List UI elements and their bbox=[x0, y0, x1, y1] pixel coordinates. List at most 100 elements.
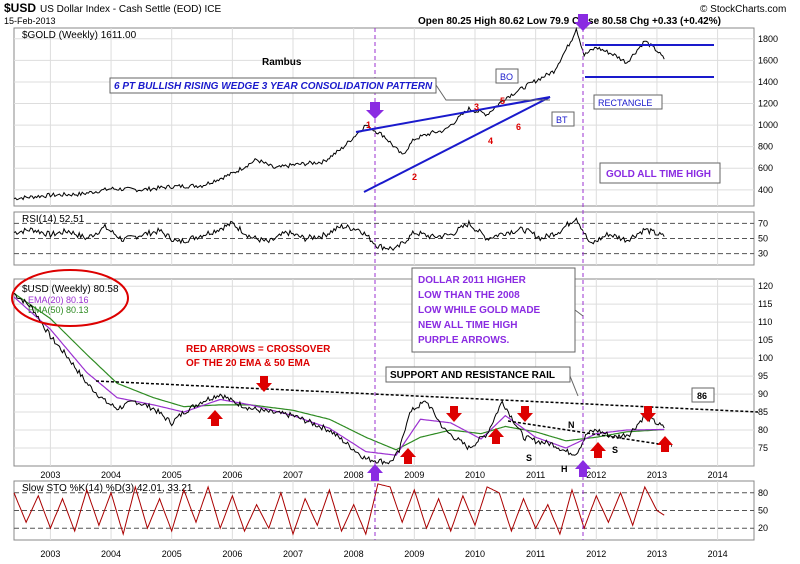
wedge-point-6: 6 bbox=[516, 122, 521, 132]
ytick-rsi-50: 50 bbox=[758, 234, 768, 244]
wedge-point-2: 2 bbox=[412, 172, 417, 182]
ytick-gold-1400: 1400 bbox=[758, 77, 778, 87]
ytick-stoch-80: 80 bbox=[758, 488, 768, 498]
head-label: H bbox=[561, 464, 568, 474]
red-down-arrow-2012b bbox=[640, 406, 656, 422]
ytick-gold-1000: 1000 bbox=[758, 120, 778, 130]
ytick-usd-85: 85 bbox=[758, 407, 768, 417]
gold-panel-frame bbox=[13, 27, 755, 207]
dollar-note-box bbox=[411, 267, 576, 353]
xtick-usd-2008: 2008 bbox=[344, 470, 364, 480]
xtick-usd-2009: 2009 bbox=[404, 470, 424, 480]
ema20-line bbox=[13, 296, 665, 456]
rectangle-box bbox=[593, 94, 663, 110]
xtick-usd-2004: 2004 bbox=[101, 470, 121, 480]
bo-box bbox=[495, 68, 519, 84]
xtick-stoch-2007: 2007 bbox=[283, 549, 303, 559]
red-down-arrow-2009 bbox=[446, 406, 462, 422]
gold-purple-arrow-2 bbox=[574, 14, 592, 31]
stoch-panel-title: Slow STO %K(14) %D(3) 42.01, 33.21 bbox=[22, 483, 193, 494]
usd-purple-arrow-2008 bbox=[367, 464, 383, 481]
xtick-stoch-2012: 2012 bbox=[586, 549, 606, 559]
left-shoulder-label: S bbox=[526, 453, 532, 463]
xtick-usd-2014: 2014 bbox=[708, 470, 728, 480]
xtick-stoch-2006: 2006 bbox=[222, 549, 242, 559]
xtick-stoch-2008: 2008 bbox=[344, 549, 364, 559]
rail-value-box bbox=[691, 387, 715, 403]
bt-box bbox=[551, 111, 575, 127]
xtick-stoch-2014: 2014 bbox=[708, 549, 728, 559]
ytick-usd-110: 110 bbox=[758, 317, 772, 327]
xtick-stoch-2013: 2013 bbox=[647, 549, 667, 559]
gold-purple-arrow-1 bbox=[366, 102, 384, 119]
usd-price-line bbox=[13, 292, 665, 466]
ytick-usd-100: 100 bbox=[758, 353, 773, 363]
ytick-rsi-30: 30 bbox=[758, 249, 768, 259]
xtick-stoch-2009: 2009 bbox=[404, 549, 424, 559]
red-down-arrow-2010b bbox=[517, 406, 533, 422]
usd-panel-frame bbox=[13, 278, 755, 467]
neckline bbox=[507, 420, 673, 447]
ema50-legend: EMA(50) 80.13 bbox=[28, 305, 89, 315]
red-up-arrow-2008 bbox=[400, 448, 416, 464]
red-down-arrow-2006 bbox=[256, 376, 272, 392]
right-shoulder-label: S bbox=[612, 445, 618, 455]
wedge-upper-line bbox=[355, 96, 551, 133]
chart-quote: Open 80.25 High 80.62 Low 79.9 Close 80.… bbox=[418, 16, 721, 27]
ytick-stoch-50: 50 bbox=[758, 506, 768, 516]
xtick-stoch-2010: 2010 bbox=[465, 549, 485, 559]
red-up-arrow-2010 bbox=[488, 428, 504, 444]
usd-panel-title: $USD (Weekly) 80.58 bbox=[22, 284, 119, 295]
rail-label-box bbox=[385, 366, 571, 383]
wedge-point-4: 4 bbox=[488, 136, 493, 146]
chart-name: US Dollar Index - Cash Settle (EOD) ICE bbox=[40, 4, 221, 15]
ytick-usd-90: 90 bbox=[758, 389, 768, 399]
gold-price-line bbox=[13, 26, 665, 201]
ath-label: GOLD ALL TIME HIGH bbox=[606, 169, 711, 180]
xtick-usd-2006: 2006 bbox=[222, 470, 242, 480]
ytick-gold-1200: 1200 bbox=[758, 99, 778, 109]
ytick-usd-105: 105 bbox=[758, 335, 773, 345]
ytick-rsi-70: 70 bbox=[758, 218, 768, 228]
xtick-stoch-2004: 2004 bbox=[101, 549, 121, 559]
ytick-usd-115: 115 bbox=[758, 299, 772, 309]
chart-symbol: $USD bbox=[4, 1, 36, 15]
legend-circle bbox=[11, 269, 129, 327]
bt-label: BT bbox=[556, 115, 568, 125]
ytick-gold-1600: 1600 bbox=[758, 55, 778, 65]
ytick-gold-1800: 1800 bbox=[758, 34, 778, 44]
ytick-gold-400: 400 bbox=[758, 185, 773, 195]
chart-date: 15-Feb-2013 bbox=[4, 16, 56, 26]
rail-pointer bbox=[569, 375, 579, 397]
xtick-stoch-2005: 2005 bbox=[162, 549, 182, 559]
ytick-usd-75: 75 bbox=[758, 443, 768, 453]
dollar-note-pointer bbox=[574, 309, 584, 317]
dollar-note: DOLLAR 2011 HIGHER LOW THAN THE 2008 LOW W… bbox=[418, 275, 541, 346]
pattern-label: 6 PT BULLISH RISING WEDGE 3 YEAR CONSOLI… bbox=[114, 81, 433, 92]
support-resistance-rail bbox=[95, 380, 759, 413]
red-up-arrow-2012 bbox=[590, 442, 606, 458]
y-axes: 400 600 800 1000 1200 1400 1600 1800 70 50 30 75 80 8… bbox=[758, 34, 778, 533]
xtick-stoch-2003: 2003 bbox=[40, 549, 60, 559]
wedge-point-5: 5 bbox=[500, 96, 505, 106]
xtick-usd-2013: 2013 bbox=[647, 470, 667, 480]
xtick-usd-2005: 2005 bbox=[162, 470, 182, 480]
x-axes: 2003 2003 2004 2004 2005 2005 2006 2006 2007 2007… bbox=[40, 470, 727, 559]
xtick-usd-2007: 2007 bbox=[283, 470, 303, 480]
neckline-label: N bbox=[568, 420, 575, 430]
xtick-usd-2010: 2010 bbox=[465, 470, 485, 480]
rectangle-label: RECTANGLE bbox=[598, 98, 652, 108]
stochastic-line bbox=[13, 483, 665, 537]
rsi-line bbox=[13, 217, 665, 252]
wedge-point-1: 1 bbox=[366, 120, 371, 130]
red-up-arrow-2013 bbox=[657, 436, 673, 452]
ytick-usd-120: 120 bbox=[758, 281, 773, 291]
ytick-gold-800: 800 bbox=[758, 142, 773, 152]
rsi-panel-title: RSI(14) 52.51 bbox=[22, 214, 85, 225]
xtick-usd-2012: 2012 bbox=[586, 470, 606, 480]
ytick-usd-95: 95 bbox=[758, 371, 768, 381]
pattern-pointer bbox=[435, 84, 550, 101]
wedge-lower-line bbox=[363, 96, 551, 193]
xtick-usd-2003: 2003 bbox=[40, 470, 60, 480]
